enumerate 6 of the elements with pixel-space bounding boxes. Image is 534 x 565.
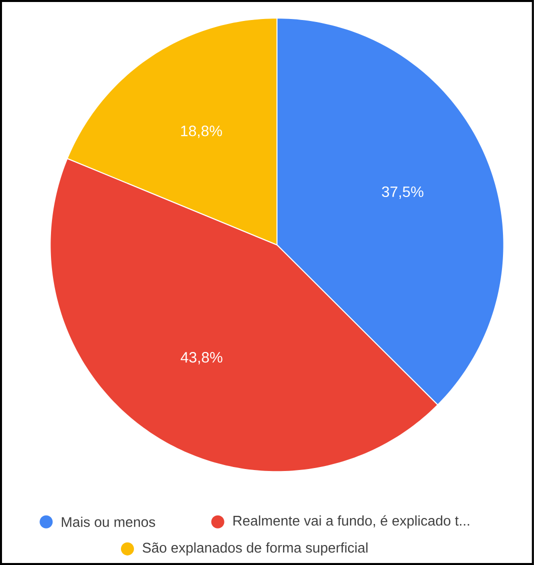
- legend-label: Realmente vai a fundo, é explicado t...: [234, 515, 470, 528]
- data-label: 37,5%: [382, 186, 424, 199]
- legend-label: Mais ou menos: [62, 516, 156, 527]
- data-label: 43,8%: [180, 352, 222, 364]
- data-label: 18,8%: [181, 126, 222, 138]
- legend-label: São explanados de forma superficial: [142, 542, 368, 556]
